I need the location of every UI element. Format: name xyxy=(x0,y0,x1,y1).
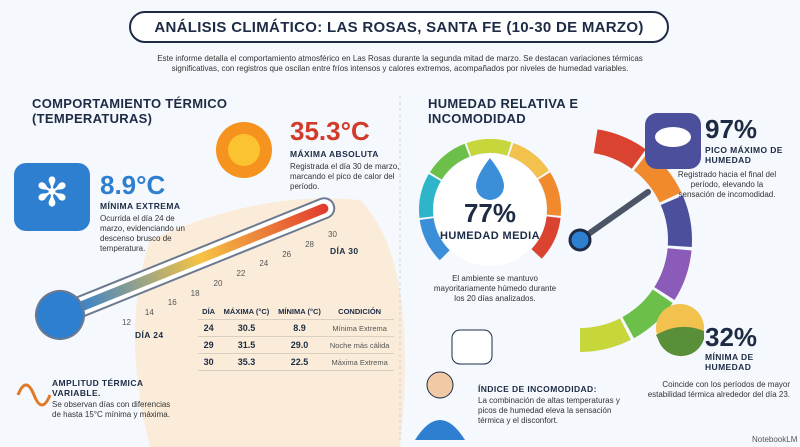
table-cell: 31.5 xyxy=(219,336,274,354)
gauge-segment xyxy=(593,129,646,170)
table-cell: Mínima Extrema xyxy=(325,319,394,337)
th: MÍNIMA (°C) xyxy=(273,304,326,320)
th: DÍA xyxy=(198,304,220,320)
thought-bubble xyxy=(451,329,493,365)
thermometer xyxy=(35,197,336,340)
table-cell: 30.5 xyxy=(219,319,274,337)
peak-label: PICO MÁXIMO DE HUMEDAD xyxy=(705,145,783,165)
gauge-segment xyxy=(538,172,561,216)
table-cell: 29 xyxy=(198,336,220,354)
gauge-segment xyxy=(466,139,512,157)
scale-label: 26 xyxy=(282,249,292,259)
peak-value: 97% xyxy=(705,114,758,144)
gauge-segment xyxy=(419,174,441,218)
table-cell: 24 xyxy=(198,319,220,337)
sun-core xyxy=(228,134,260,166)
humidity-gauge xyxy=(419,129,692,352)
scale-label: 16 xyxy=(167,298,177,308)
scale-label: 12 xyxy=(122,318,131,327)
discomfort-title: ÍNDICE DE INCOMODIDAD: xyxy=(478,384,597,394)
brand: NotebookLM xyxy=(752,435,798,444)
scale-label: 18 xyxy=(190,288,200,298)
intro: Este informe detalla el comportamiento a… xyxy=(157,54,643,73)
person-head xyxy=(426,371,454,399)
discomfort-text: La combinación de altas temperaturas y p… xyxy=(478,396,620,425)
gauge-segment xyxy=(622,289,673,339)
table-cell: 35.3 xyxy=(219,353,274,371)
scale-label: 22 xyxy=(236,269,246,279)
title-pill xyxy=(129,11,669,43)
gauge-segment xyxy=(531,216,561,259)
table-cell: Noche más cálida xyxy=(325,336,394,354)
drop-icon xyxy=(476,158,504,200)
min-text: Ocurrida el día 24 de marzo, evidenciand… xyxy=(100,214,185,253)
amplitude-text: Se observan días con diferencias de hast… xyxy=(52,400,171,419)
table-row: 24 30.5 8.9 Mínima Extrema xyxy=(198,319,394,337)
max-text: Registrada el día 30 de marzo, marcando … xyxy=(290,162,400,191)
table-row: 29 31.5 29.0 Noche más cálida xyxy=(198,336,394,354)
table-cell: 29.0 xyxy=(273,336,326,354)
table-cell: 30 xyxy=(198,353,220,371)
scale-label: 14 xyxy=(144,308,154,318)
table-row: 30 35.3 22.5 Máxima Extrema xyxy=(198,353,394,371)
person-body xyxy=(415,420,465,440)
gauge-segment xyxy=(419,217,450,261)
thermal-heading: COMPORTAMIENTO TÉRMICO (TEMPERATURAS) xyxy=(32,96,228,126)
gauge-segment xyxy=(660,195,692,248)
table-cell: 8.9 xyxy=(273,319,326,337)
low-label: MÍNIMA DE HUMEDAD xyxy=(705,352,754,372)
peak-text: Registrado hacia el final del período, e… xyxy=(677,170,777,199)
wave-icon xyxy=(16,383,52,407)
cloud xyxy=(655,127,691,147)
table-cell: Máxima Extrema xyxy=(325,353,394,371)
marker-high: DÍA 30 xyxy=(330,246,359,256)
temp-table: DÍA MÁXIMA (°C) MÍNIMA (°C) CONDICIÓN 24… xyxy=(198,304,394,371)
min-label: MÍNIMA EXTREMA xyxy=(100,201,181,211)
snowflake: ✻ xyxy=(35,171,69,215)
gauge-segment xyxy=(654,247,692,301)
scale-label: 20 xyxy=(213,278,223,288)
mean-value: 77% xyxy=(463,198,517,228)
low-text: Coincide con los períodos de mayor estab… xyxy=(647,380,790,399)
th: CONDICIÓN xyxy=(325,304,394,320)
marker-low: DÍA 24 xyxy=(135,330,164,340)
gauge-segment xyxy=(429,143,470,180)
needle-hub xyxy=(568,228,592,252)
gauge-segment xyxy=(579,318,631,352)
title: ANÁLISIS CLIMÁTICO: LAS ROSAS, SANTA FE … xyxy=(154,19,644,36)
mean-text: El ambiente se mantuvo mayoritariamente … xyxy=(433,274,557,303)
field xyxy=(656,326,704,357)
snow-icon xyxy=(14,163,90,231)
scale-label: 30 xyxy=(328,230,337,239)
gauge-segment xyxy=(633,151,682,203)
scale-label: 28 xyxy=(305,239,315,249)
needle xyxy=(577,189,651,243)
mean-label: HUMEDAD MEDIA xyxy=(440,230,540,242)
humidity-heading: HUMEDAD RELATIVA E INCOMODIDAD xyxy=(428,96,579,126)
min-value: 8.9°C xyxy=(100,170,166,200)
amplitude-title: AMPLITUD TÉRMICA VARIABLE. xyxy=(52,378,144,398)
gauge-center xyxy=(434,154,546,266)
max-value: 35.3°C xyxy=(290,116,370,146)
low-value: 32% xyxy=(705,322,758,352)
table-cell: 22.5 xyxy=(273,353,326,371)
th: MÁXIMA (°C) xyxy=(219,304,274,320)
scale-label: 24 xyxy=(259,259,269,269)
max-label: MÁXIMA ABSOLUTA xyxy=(290,149,379,159)
gauge-segment xyxy=(508,142,549,179)
